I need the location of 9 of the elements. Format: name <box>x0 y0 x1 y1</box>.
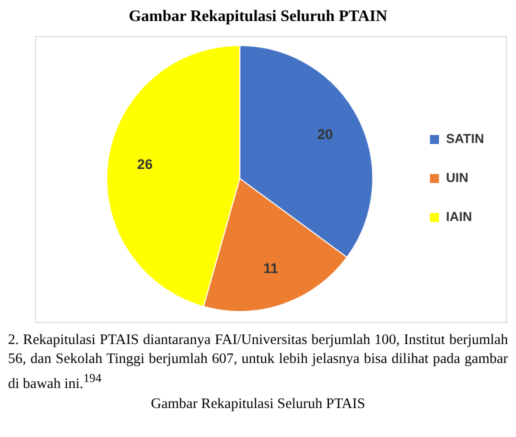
legend-label: SATIN <box>446 131 484 146</box>
data-label: 20 <box>317 126 334 142</box>
text: Gambar Rekapitulasi Seluruh PTAIS <box>150 396 366 413</box>
text: 2. Rekapitulasi PTAIS diantaranya FAI/Universitas berjumlah 100, Institut berjumlah 56, dan Sekolah Tinggi berjumlah 607, untuk lebih jelasnya bisa dilihat pada gambar di bawah ini.$^{194}$ <box>8 331 508 394</box>
legend-label: IAIN <box>446 209 472 224</box>
legend-label: UIN <box>446 170 468 186</box>
data-label: 26 <box>137 156 153 172</box>
chart-title: Gambar Rekapitulasi Seluruh PTAIN <box>128 8 388 26</box>
data-label: 11 <box>263 260 278 276</box>
